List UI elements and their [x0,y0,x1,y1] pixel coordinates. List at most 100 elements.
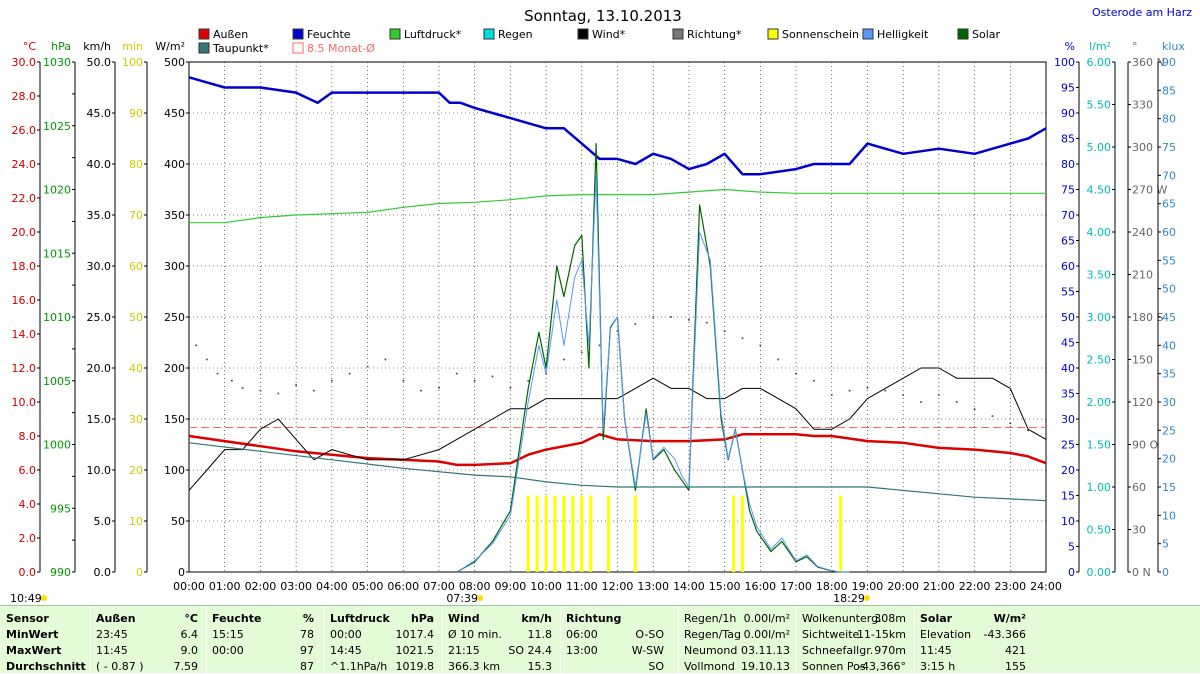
lux-axis-unit: klux [1162,40,1185,53]
time-tick-label: 18:00 [816,580,848,593]
temp-tick-label: 26.0 [12,124,37,137]
hum-axis-unit: % [1065,40,1075,53]
hum-tick-label: 75 [1061,184,1075,197]
sunshine-bar [589,495,593,572]
hum-tick-label: 70 [1061,209,1075,222]
dir-tick-label: 270 W [1132,184,1167,197]
stats-sensor-header: Sensor [6,612,49,625]
dir-tick-label: 150 [1132,354,1153,367]
min-tick-label: 0 [136,566,143,579]
direction-point [330,379,333,382]
temp-tick-label: 16.0 [12,294,37,307]
hum-tick-label: 85 [1061,133,1075,146]
legend-swatch [389,28,401,40]
stats-separator [206,606,207,674]
min-tick-label: 30 [129,413,143,426]
series-line-taupunkt [188,442,1047,502]
legend-label: Regen [498,28,533,41]
series-line-helligkeit [456,174,850,573]
dir-axis-unit: ° [1132,40,1138,53]
lux-tick-label: 0 [1162,566,1169,579]
rain-tick-label: 1.50 [1087,439,1112,452]
series-line-außen [188,433,1047,467]
temp-tick-label: 12.0 [12,362,37,375]
direction-point [902,393,905,396]
solar-tick-label: 450 [164,107,185,120]
stats-wolken-label: Wolkenunterg. [802,612,882,625]
direction-point [598,344,601,347]
series-line-solar [456,143,850,573]
min-tick-label: 90 [129,107,143,120]
stats-separator [796,606,797,674]
press-tick-label: 1005 [43,375,71,388]
temp-tick-label: 8.0 [19,430,37,443]
solar-tick-label: 300 [164,260,185,273]
stats-luftdruck-time: 14:45 [330,644,362,657]
direction-point [777,358,780,361]
lux-tick-label: 90 [1162,56,1176,69]
wind-tick-label: 35.0 [87,209,112,222]
time-tick-label: 07:00 [423,580,455,593]
temp-tick-label: 4.0 [19,498,37,511]
time-tick-label: 17:00 [780,580,812,593]
stats-wolken-label: Sichtweite [802,628,860,641]
stats-richtung-time: 06:00 [566,628,598,641]
lux-tick-label: 65 [1162,198,1176,211]
min-axis-unit: min [122,40,143,53]
solar-axis-unit: W/m² [155,40,185,53]
rain-tick-label: 1.00 [1087,481,1112,494]
temp-tick-label: 2.0 [19,532,37,545]
min-tick-label: 80 [129,158,143,171]
direction-point [473,379,476,382]
press-tick-label: 1000 [43,439,71,452]
rain-axis-unit: l/m² [1089,40,1111,53]
stats-aussen-time: 23:45 [96,628,128,641]
direction-point [687,318,690,321]
stats-wind-value: SO 24.4 [508,644,552,657]
stats-wolken-value: -43,366° [858,660,906,673]
stats-regen-label: Neumond [684,644,738,657]
hum-tick-label: 55 [1061,286,1075,299]
rain-tick-label: 4.00 [1087,226,1112,239]
stats-separator [90,606,91,674]
dir-tick-label: 330 [1132,99,1153,112]
wind-tick-label: 25.0 [87,311,112,324]
stats-wolken-value: 970m [874,644,906,657]
station-location: Osterode am Harz [1092,6,1192,19]
temp-tick-label: 28.0 [12,90,37,103]
temp-tick-label: 14.0 [12,328,37,341]
dir-tick-label: 360 N [1132,56,1165,69]
legend-label: Außen [213,28,248,41]
press-tick-label: 1015 [43,247,71,260]
stats-aussen-value: 7.59 [173,660,199,673]
sunshine-bar [732,495,736,572]
legend-label: Helligkeit [877,28,929,41]
temp-tick-label: 10.0 [12,396,37,409]
direction-point [195,344,198,347]
stats-wolken-label: Sonnen Pos [802,660,866,673]
stats-luftdruck-value: 1019.8 [395,660,435,673]
stats-luftdruck-header: Luftdruck [330,612,390,625]
lux-tick-label: 25 [1162,424,1176,437]
stats-feuchte-value: 87 [300,660,314,673]
direction-point [866,386,869,389]
stats-wind-header: Wind [448,612,480,625]
direction-point [955,401,958,403]
stats-richtung-value: SO [648,660,664,673]
current-time-sun-icon [41,595,47,601]
sunset-sun-icon [864,595,871,601]
direction-point [366,365,369,368]
sunshine-bar [607,495,611,572]
rain-tick-label: 3.00 [1087,311,1112,324]
hum-tick-label: 20 [1061,464,1075,477]
time-tick-label: 14:00 [673,580,705,593]
solar-tick-label: 500 [164,56,185,69]
direction-point [230,379,233,382]
stats-solar-value: 155 [1005,660,1026,673]
stats-panel: Sensor MinWert MaxWert Durchschnitt Außen °C 2… [0,605,1200,674]
time-tick-label: 04:00 [316,580,348,593]
min-tick-label: 40 [129,362,143,375]
min-tick-label: 50 [129,311,143,324]
temp-tick-label: 30.0 [12,56,37,69]
dir-tick-label: 120 [1132,396,1153,409]
